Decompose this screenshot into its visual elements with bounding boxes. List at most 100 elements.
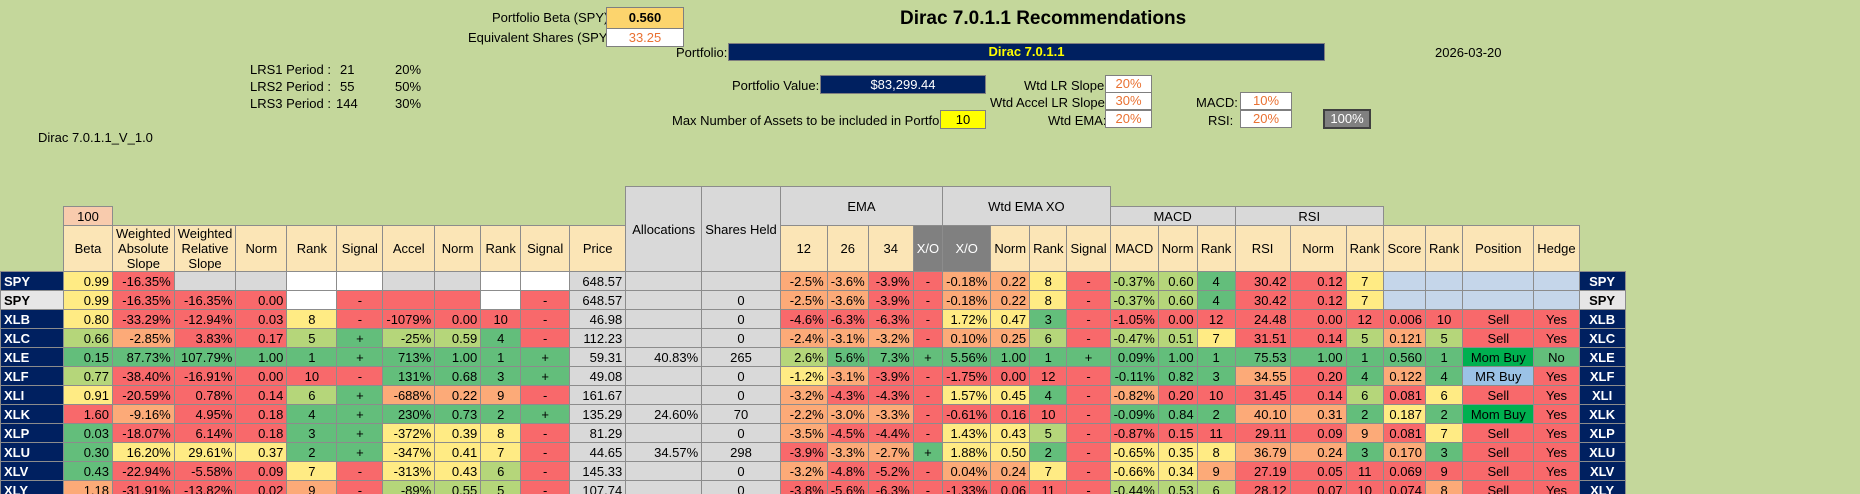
cell-score-rank[interactable]: 5 (1424, 328, 1464, 348)
wtd-lr-slope-value[interactable]: 20% (1105, 75, 1152, 93)
cell-shares-held[interactable]: 265 (701, 347, 781, 367)
cell-hedge[interactable]: Yes (1533, 461, 1580, 481)
cell-weighted-absolute-slope[interactable]: -18.07% (112, 423, 175, 443)
cell-score-rank[interactable]: 7 (1424, 423, 1464, 443)
cell-slope-rank[interactable]: 8 (286, 309, 338, 329)
cell-macd[interactable]: -0.37% (1109, 271, 1159, 291)
cell-accel-rank[interactable] (480, 290, 522, 310)
cell-ticker[interactable]: XLE (0, 347, 64, 367)
cell-slope-signal[interactable]: + (336, 442, 384, 462)
cell-score[interactable]: 0.081 (1382, 385, 1426, 405)
cell-slope-norm[interactable]: 0.18 (235, 423, 288, 443)
cell-ema-xo[interactable]: - (912, 290, 944, 310)
cell-weighted-absolute-slope[interactable]: -31.91% (112, 480, 175, 494)
cell-accel-norm[interactable] (434, 290, 482, 310)
cell-slope-rank[interactable] (286, 290, 338, 310)
cell-beta[interactable]: 1.60 (63, 404, 113, 424)
cell-accel-rank[interactable]: 2 (480, 404, 522, 424)
cell-macd[interactable]: -1.05% (1109, 309, 1159, 329)
cell-rsi-norm[interactable]: 0.12 (1289, 290, 1347, 310)
cell-beta[interactable]: 0.77 (63, 366, 113, 386)
cell-shares-held[interactable]: 0 (701, 461, 781, 481)
cell-ticker-right[interactable]: SPY (1578, 290, 1626, 310)
cell-ema-34[interactable]: -6.3% (867, 480, 914, 494)
cell-position[interactable]: Sell (1462, 423, 1535, 443)
cell-ema-xo[interactable]: - (912, 271, 944, 291)
cell-ticker-right[interactable]: XLV (1578, 461, 1626, 481)
cell-slope-signal[interactable]: - (336, 366, 384, 386)
cell-ema-34[interactable]: -5.2% (867, 461, 914, 481)
cell-wtd-xo[interactable]: 1.57% (942, 385, 992, 405)
cell-xo-signal[interactable]: - (1066, 290, 1111, 310)
cell-xo-rank[interactable]: 3 (1029, 309, 1068, 329)
cell-ticker-right[interactable]: XLB (1578, 309, 1626, 329)
cell-rsi-norm[interactable]: 1.00 (1289, 347, 1347, 367)
cell-accel-signal[interactable]: - (520, 328, 571, 348)
cell-score[interactable]: 0.122 (1382, 366, 1426, 386)
cell-rsi-rank[interactable]: 1 (1345, 347, 1384, 367)
cell-price[interactable]: 81.29 (569, 423, 627, 443)
cell-slope-norm[interactable]: 0.02 (235, 480, 288, 494)
cell-weighted-absolute-slope[interactable]: -38.40% (112, 366, 175, 386)
cell-slope-signal[interactable]: + (336, 347, 384, 367)
cell-score[interactable]: 0.069 (1382, 461, 1426, 481)
cell-position[interactable]: MR Buy (1462, 366, 1535, 386)
cell-position[interactable] (1462, 290, 1535, 310)
cell-rsi-rank[interactable]: 12 (1345, 309, 1384, 329)
cell-xo-rank[interactable]: 8 (1029, 290, 1068, 310)
cell-ema-xo[interactable]: - (912, 404, 944, 424)
cell-price[interactable]: 648.57 (569, 290, 627, 310)
cell-rsi-norm[interactable]: 0.12 (1289, 271, 1347, 291)
portfolio-value[interactable]: $83,299.44 (820, 75, 986, 94)
cell-slope-rank[interactable]: 3 (286, 423, 338, 443)
cell-allocation[interactable] (625, 309, 703, 329)
cell-position[interactable]: Sell (1462, 480, 1535, 494)
cell-slope-signal[interactable]: - (336, 461, 384, 481)
cell-shares-held[interactable]: 0 (701, 328, 781, 348)
cell-ema-xo[interactable]: + (912, 347, 944, 367)
cell-ema-xo[interactable]: - (912, 423, 944, 443)
cell-ticker[interactable]: XLU (0, 442, 64, 462)
cell-position[interactable]: Sell (1462, 461, 1535, 481)
cell-hedge[interactable]: Yes (1533, 423, 1580, 443)
cell-accel[interactable] (382, 290, 436, 310)
cell-slope-signal[interactable]: + (336, 328, 384, 348)
cell-ema-xo[interactable]: - (912, 385, 944, 405)
cell-beta[interactable]: 0.03 (63, 423, 113, 443)
cell-ema-26[interactable]: -3.6% (826, 271, 869, 291)
cell-ticker[interactable]: XLB (0, 309, 64, 329)
cell-rsi-rank[interactable]: 6 (1345, 385, 1384, 405)
cell-slope-rank[interactable]: 4 (286, 404, 338, 424)
cell-ema-26[interactable]: -4.5% (826, 423, 869, 443)
cell-ticker[interactable]: SPY (0, 271, 64, 291)
cell-position[interactable]: Sell (1462, 309, 1535, 329)
cell-ema-34[interactable]: -2.7% (867, 442, 914, 462)
cell-score[interactable] (1382, 271, 1426, 291)
cell-weighted-absolute-slope[interactable]: 16.20% (112, 442, 175, 462)
cell-ema-26[interactable]: -3.0% (826, 404, 869, 424)
cell-beta[interactable]: 0.66 (63, 328, 113, 348)
cell-slope-rank[interactable]: 1 (286, 347, 338, 367)
cell-shares-held[interactable]: 0 (701, 290, 781, 310)
cell-weighted-relative-slope[interactable]: 6.14% (173, 423, 237, 443)
cell-xo-norm[interactable]: 1.00 (990, 347, 1031, 367)
cell-ema-26[interactable]: -3.1% (826, 328, 869, 348)
cell-accel-norm[interactable]: 0.41 (434, 442, 482, 462)
cell-rsi[interactable]: 31.51 (1234, 328, 1291, 348)
cell-accel-rank[interactable]: 3 (480, 366, 522, 386)
cell-accel-norm[interactable]: 0.68 (434, 366, 482, 386)
cell-xo-signal[interactable]: + (1066, 347, 1111, 367)
cell-macd-norm[interactable]: 0.34 (1157, 461, 1198, 481)
cell-ema-34[interactable]: 7.3% (867, 347, 914, 367)
cell-rsi[interactable]: 36.79 (1234, 442, 1291, 462)
cell-score[interactable]: 0.006 (1382, 309, 1426, 329)
cell-rsi-rank[interactable]: 7 (1345, 271, 1384, 291)
cell-xo-norm[interactable]: 0.06 (990, 480, 1031, 494)
cell-macd[interactable]: -0.47% (1109, 328, 1159, 348)
cell-beta[interactable]: 0.99 (63, 271, 113, 291)
cell-allocation[interactable]: 34.57% (625, 442, 703, 462)
cell-wtd-xo[interactable]: 5.56% (942, 347, 992, 367)
cell-ema-26[interactable]: -3.1% (826, 366, 869, 386)
cell-hedge[interactable]: Yes (1533, 385, 1580, 405)
cell-price[interactable]: 648.57 (569, 271, 627, 291)
